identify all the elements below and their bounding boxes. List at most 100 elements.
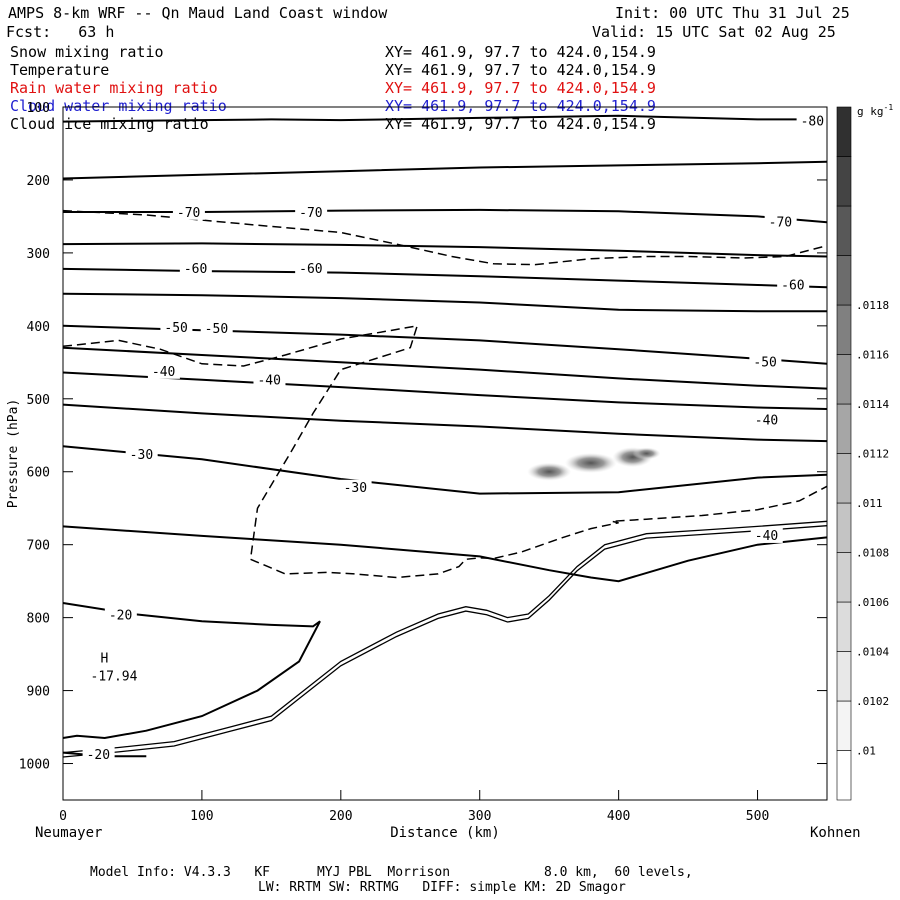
chart-title: AMPS 8-km WRF -- Qn Maud Land Coast wind…: [8, 4, 388, 22]
isotherm-label-bg: [147, 363, 180, 379]
isotherm-label-bg: [172, 204, 205, 220]
colorbar-swatch: [836, 700, 852, 751]
isotherm-label-bg: [200, 320, 233, 336]
field-xy-range: XY= 461.9, 97.7 to 424.0,154.9: [385, 61, 656, 79]
isotherm-label-bg: [796, 113, 829, 129]
isotherm-label-bg: [295, 204, 328, 220]
field-name: Rain water mixing ratio: [10, 79, 218, 97]
y-tick-label: 800: [27, 612, 50, 627]
model-info-line2: LW: RRTM SW: RRTMG DIFF: simple KM: 2D S…: [258, 880, 626, 895]
x-tick-label: 400: [607, 809, 630, 824]
x-tick-label: 200: [329, 809, 352, 824]
snow-shading: [632, 447, 661, 460]
y-tick-label: 500: [27, 393, 50, 408]
colorbar-swatch: [836, 304, 852, 355]
colorbar-swatch: [836, 453, 852, 504]
colorbar-swatch: [836, 354, 852, 405]
isotherm-label: -80: [801, 115, 824, 130]
colorbar-label: .011: [856, 497, 883, 510]
isotherm-label-bg: [82, 746, 115, 762]
colorbar-label: .0116: [856, 349, 889, 362]
colorbar-unit: g kg-1: [857, 103, 893, 118]
isotherm-label: -40: [755, 529, 778, 544]
isotherm-line: [62, 114, 827, 123]
terrain-line: [62, 525, 828, 758]
colorbar-swatch: [836, 106, 852, 157]
isotherm-label: -70: [299, 206, 322, 221]
isotherm-label-bg: [104, 607, 137, 623]
y-tick-label: 200: [27, 174, 50, 189]
y-tick-label: 300: [27, 247, 50, 262]
snow-shading: [527, 462, 572, 481]
colorbar-label: .0104: [856, 646, 889, 659]
cloud-ice-contour: [62, 324, 828, 579]
isotherm-label-bg: [179, 260, 212, 276]
colorbar-label: .0114: [856, 398, 889, 411]
colorbar-swatch: [836, 255, 852, 306]
cloud-ice-contour: [62, 209, 828, 266]
isotherm-label: -50: [753, 355, 776, 370]
colorbar-swatch: [836, 156, 852, 207]
terrain-line: [62, 520, 828, 754]
isotherm-label: -60: [184, 262, 207, 277]
isotherm-line: [62, 346, 828, 390]
field-name: Temperature: [10, 61, 110, 79]
isotherm-label-bg: [777, 277, 810, 293]
isotherm-label-bg: [750, 527, 783, 543]
isotherm-line: [62, 160, 828, 180]
y-axis-label: Pressure (hPa): [6, 399, 21, 509]
isotherm-label: -60: [299, 262, 322, 277]
isotherm-label: -50: [164, 321, 187, 336]
isotherm-label: -20: [87, 748, 110, 763]
x-end-label: Kohnen: [810, 825, 861, 841]
x-tick-label: 500: [746, 809, 769, 824]
isotherm-label: -20: [109, 608, 132, 623]
isotherm-label-bg: [125, 446, 158, 462]
field-name: Snow mixing ratio: [10, 43, 164, 61]
y-tick-label: 600: [27, 466, 50, 481]
isotherm-label: -70: [177, 206, 200, 221]
isotherm-label-bg: [253, 372, 286, 388]
snow-shading: [564, 452, 617, 473]
field-xy-range: XY= 461.9, 97.7 to 424.0,154.9: [385, 97, 656, 115]
x-tick-label: 300: [468, 809, 491, 824]
field-name: Cloud ice mixing ratio: [10, 115, 209, 133]
colorbar-swatch: [836, 403, 852, 454]
colorbar-label: .0102: [856, 695, 889, 708]
isotherm-line: [62, 403, 828, 443]
y-tick-label: 1000: [19, 758, 50, 773]
model-info-line1: Model Info: V4.3.3 KF MYJ PBL Morrison 8…: [90, 865, 693, 880]
valid-time: Valid: 15 UTC Sat 02 Aug 25: [592, 23, 836, 41]
y-tick-label: 700: [27, 539, 50, 554]
x-tick-label: 100: [190, 809, 213, 824]
isotherm-line: [62, 242, 828, 258]
isotherm-label-bg: [750, 412, 783, 428]
field-name: Cloud water mixing ratio: [10, 97, 227, 115]
isotherm-label: -60: [781, 279, 804, 294]
colorbar-swatch: [836, 552, 852, 603]
isotherm-line: [62, 525, 828, 583]
colorbar-label: .0108: [856, 547, 889, 560]
colorbar-swatch: [836, 205, 852, 256]
isotherm-label-bg: [295, 260, 328, 276]
isotherm-label: -30: [344, 481, 367, 496]
colorbar-label: .0112: [856, 448, 889, 461]
isotherm-label: -40: [152, 365, 175, 380]
isotherm-label-bg: [160, 320, 193, 336]
isotherm-line: [62, 371, 828, 410]
colorbar-swatch: [836, 750, 852, 801]
isotherm-line: [62, 445, 828, 495]
max-marker-label: H: [101, 652, 109, 667]
isotherm-line: [62, 602, 321, 740]
colorbar-swatch: [836, 601, 852, 652]
isotherm-label: -40: [257, 374, 280, 389]
isotherm-label: -50: [205, 322, 228, 337]
isotherm-label: -30: [130, 448, 153, 463]
isotherm-label: -70: [769, 215, 792, 230]
x-axis-label: Distance (km): [390, 825, 500, 841]
forecast-hour: Fcst: 63 h: [6, 23, 115, 41]
isotherm-label-bg: [749, 354, 782, 370]
colorbar-label: .0118: [856, 299, 889, 312]
y-tick-label: 400: [27, 320, 50, 335]
